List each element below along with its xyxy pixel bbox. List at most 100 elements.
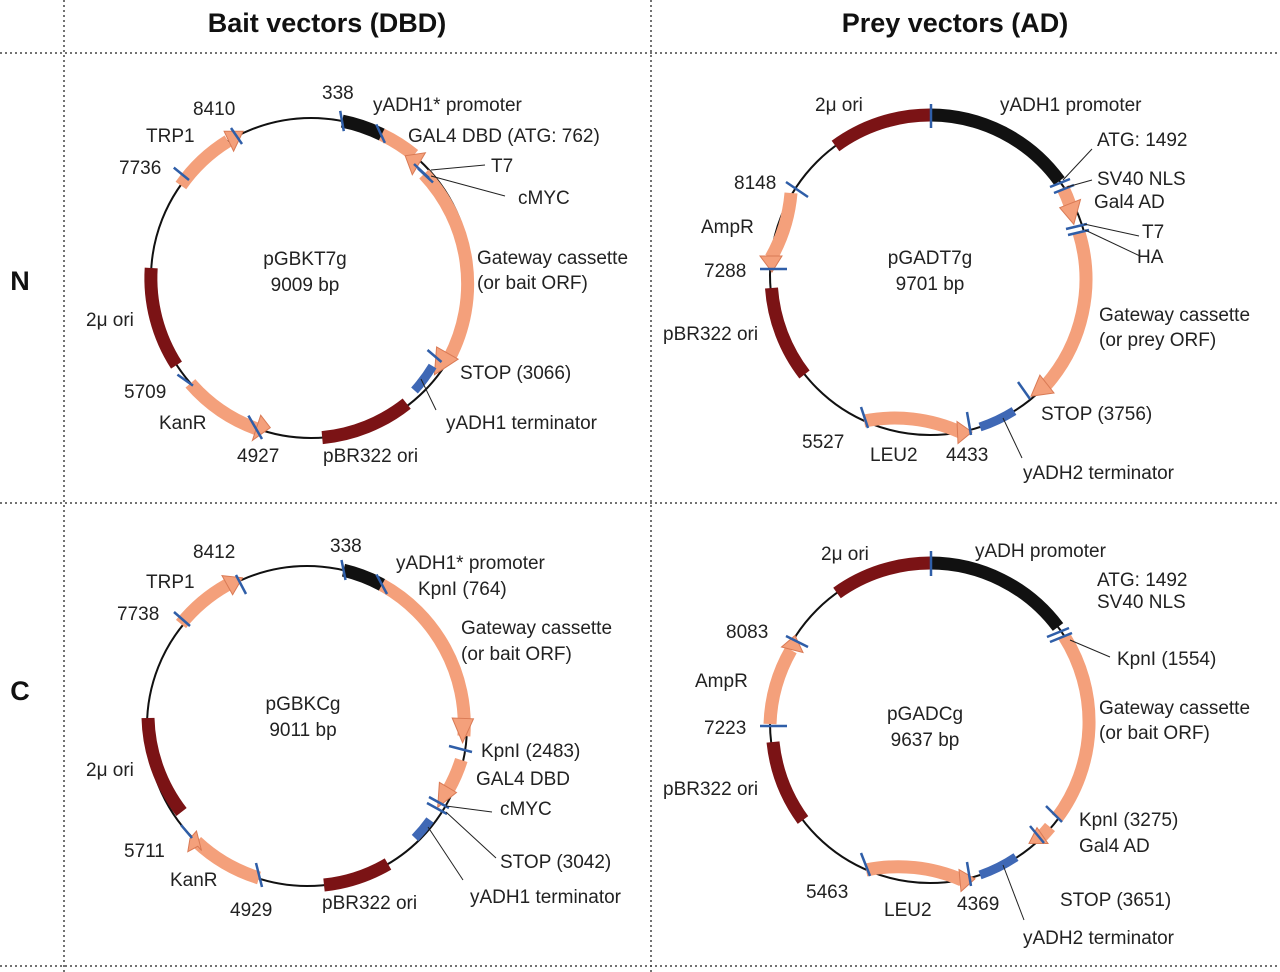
label-bait-orf: (or bait ORF) <box>1099 723 1210 744</box>
label-prey-orf: (or prey ORF) <box>1099 330 1216 351</box>
terminator-segment <box>411 817 434 842</box>
trp1-arrow <box>175 135 232 190</box>
two-micron-ori-segment <box>833 556 931 599</box>
label-promoter: yADH promoter <box>975 541 1107 562</box>
label-two-micron-ori: 2μ ori <box>815 95 863 116</box>
bait-vectors-header: Bait vectors (DBD) <box>208 8 447 38</box>
gal4-ad-arrowhead <box>1058 198 1082 226</box>
pbr322-ori-segment <box>321 398 411 445</box>
terminator-segment <box>978 407 1017 432</box>
plasmid-name: pGBKT7g <box>263 249 346 270</box>
label-gateway-cassette: Gateway cassette <box>461 618 612 639</box>
label-bait-orf: (or bait ORF) <box>461 644 572 665</box>
ampr-arrow <box>763 646 797 725</box>
row-label-n: N <box>10 266 30 296</box>
label-two-micron-ori: 2μ ori <box>86 760 134 781</box>
plasmid-name: pGBKCg <box>266 694 341 715</box>
gal4-dbd-arrowhead <box>437 781 458 809</box>
gal4-ad-arrow <box>1057 185 1077 208</box>
label-5711: 5711 <box>124 841 165 862</box>
pgbkcg-labels: 338 yADH1* promoter KpnI (764) Gateway c… <box>86 536 622 921</box>
gateway-cassette-arrow <box>419 169 475 362</box>
row-label-c: C <box>10 676 30 706</box>
two-micron-ori-segment <box>831 108 931 152</box>
kanr-arrow <box>185 379 260 436</box>
label-kpni-3275: KpnI (3275) <box>1079 810 1178 831</box>
label-two-micron-ori: 2μ ori <box>86 310 134 331</box>
leu2-arrow <box>864 860 965 886</box>
two-micron-ori-segment <box>144 267 183 369</box>
leu2-arrowhead <box>956 420 973 445</box>
label-promoter: yADH1* promoter <box>373 95 523 116</box>
plasmid-pgadcg: 2μ ori yADH promoter ATG: 1492 SV40 NLS … <box>663 541 1250 949</box>
label-cmyc: cMYC <box>518 188 570 209</box>
trp1-arrowhead <box>221 575 244 596</box>
label-kpni-1554: KpnI (1554) <box>1117 649 1216 670</box>
promoter-segment <box>929 108 1065 185</box>
site-ticks <box>173 110 443 440</box>
label-4433: 4433 <box>946 445 988 466</box>
gateway-cassette-arrowhead <box>451 717 475 745</box>
label-7223: 7223 <box>704 718 746 739</box>
leader-lines <box>420 164 506 411</box>
label-gateway-cassette: Gateway cassette <box>1099 698 1250 719</box>
leader-lines <box>1002 148 1141 459</box>
label-gateway-cassette: Gateway cassette <box>477 248 628 269</box>
gateway-cassette-arrow <box>378 579 471 737</box>
label-kanr: KanR <box>159 413 207 434</box>
label-trp1: TRP1 <box>146 126 195 147</box>
label-gal4-dbd: GAL4 DBD (ATG: 762) <box>408 126 600 147</box>
gal4-ad-arrow <box>1037 822 1056 841</box>
label-kpni-2483: KpnI (2483) <box>481 741 580 762</box>
label-pbr322-ori: pBR322 ori <box>322 893 417 914</box>
label-promoter: yADH1* promoter <box>396 553 546 574</box>
label-stop: STOP (3651) <box>1060 890 1171 911</box>
label-4927: 4927 <box>237 446 279 467</box>
label-t7: T7 <box>491 156 513 177</box>
plasmid-pgbkcg: 338 yADH1* promoter KpnI (764) Gateway c… <box>86 536 622 921</box>
label-promoter: yADH1 promoter <box>1000 95 1142 116</box>
label-8083: 8083 <box>726 622 768 643</box>
label-pbr322-ori: pBR322 ori <box>663 779 758 800</box>
label-8410: 8410 <box>193 99 235 120</box>
leu2-arrow <box>862 411 963 438</box>
label-pbr322-ori: pBR322 ori <box>663 324 758 345</box>
label-4929: 4929 <box>230 900 272 921</box>
label-7288: 7288 <box>704 261 746 282</box>
leu2-arrowhead <box>958 868 976 893</box>
terminator-segment <box>411 363 437 394</box>
label-5527: 5527 <box>802 432 844 453</box>
label-ampr: AmpR <box>701 217 754 238</box>
label-bait-orf: (or bait ORF) <box>477 273 588 294</box>
label-sv40-nls: SV40 NLS <box>1097 169 1186 190</box>
pbr322-ori-segment <box>323 858 392 892</box>
label-two-micron-ori: 2μ ori <box>821 544 869 565</box>
label-5709: 5709 <box>124 382 166 403</box>
label-t7: T7 <box>1142 222 1164 243</box>
plasmid-size: 9009 bp <box>271 275 340 296</box>
label-7736: 7736 <box>119 158 161 179</box>
ampr-arrowhead <box>780 634 804 654</box>
label-trp1: TRP1 <box>146 572 195 593</box>
leader-lines <box>1002 639 1111 921</box>
label-atg: ATG: 1492 <box>1097 570 1187 591</box>
label-gal4-dbd: GAL4 DBD <box>476 769 570 790</box>
label-terminator: yADH2 terminator <box>1023 463 1175 484</box>
plasmid-pgadt7g: 2μ ori yADH1 promoter ATG: 1492 SV40 NLS… <box>663 95 1250 484</box>
plasmid-size: 9701 bp <box>896 274 965 295</box>
pgadcg-labels: 2μ ori yADH promoter ATG: 1492 SV40 NLS … <box>663 541 1250 949</box>
plasmid-name: pGADCg <box>887 704 963 725</box>
label-leu2: LEU2 <box>884 900 932 921</box>
ampr-arrowhead <box>759 255 783 273</box>
promoter-segment <box>929 556 1064 631</box>
label-8148: 8148 <box>734 173 776 194</box>
gateway-cassette-arrowhead <box>1030 374 1055 397</box>
promoter-segment <box>341 563 386 591</box>
label-338: 338 <box>330 536 362 557</box>
leader-lines <box>427 805 497 881</box>
plasmid-name: pGADT7g <box>888 248 972 269</box>
two-micron-ori-segment <box>141 717 187 816</box>
pgadt7g-labels: 2μ ori yADH1 promoter ATG: 1492 SV40 NLS… <box>663 95 1250 484</box>
label-stop: STOP (3066) <box>460 363 571 384</box>
